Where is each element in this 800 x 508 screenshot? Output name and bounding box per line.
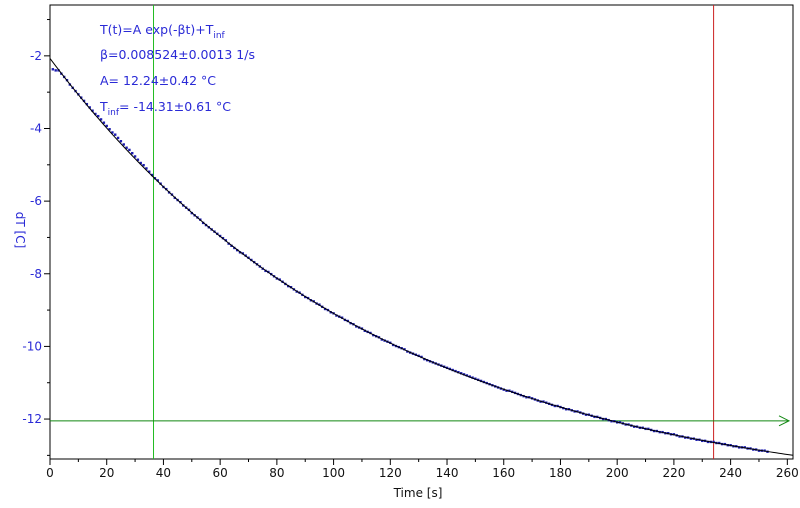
fit-annotation: T(t)=A exp(-βt)+Tinf β=0.008524±0.0013 1…	[99, 22, 255, 118]
annotation-formula: T(t)=A exp(-βt)+Tinf	[99, 22, 226, 41]
x-tick-label: 60	[213, 466, 228, 480]
data-point	[125, 146, 128, 149]
data-point	[706, 440, 710, 444]
x-tick-label: 160	[492, 466, 515, 480]
data-point	[102, 121, 106, 124]
data-point	[142, 163, 145, 167]
x-axis-title: Time [s]	[393, 486, 443, 500]
y-tick-label: -12	[22, 412, 42, 426]
data-point	[91, 109, 94, 112]
y-tick-label: -2	[30, 49, 42, 63]
marker-arrow-head	[778, 415, 791, 427]
data-point	[51, 68, 55, 71]
data-point	[133, 155, 137, 158]
y-tick-label: -10	[22, 339, 42, 353]
data-point	[564, 408, 568, 411]
x-tick-label: 240	[719, 466, 742, 480]
data-point	[97, 114, 100, 118]
data-point	[139, 161, 142, 165]
x-tick-label: 40	[156, 466, 171, 480]
fit-series	[49, 58, 794, 456]
data-point	[116, 136, 120, 140]
y-tick-label: -4	[30, 121, 42, 135]
data-point	[119, 140, 123, 143]
annotation-beta: β=0.008524±0.0013 1/s	[100, 47, 255, 62]
data-point	[148, 170, 151, 173]
data-point	[85, 102, 89, 106]
y-tick-label: -8	[30, 267, 42, 281]
x-tick-label: 120	[379, 466, 402, 480]
annotation-amplitude: A= 12.24±0.42 °C	[100, 73, 216, 88]
data-point	[131, 151, 134, 155]
fit-curve	[49, 58, 794, 456]
data-point	[111, 131, 114, 134]
x-tick-label: 180	[549, 466, 572, 480]
data-point	[114, 133, 117, 136]
x-tick-label: 260	[776, 466, 799, 480]
annotation-tinf: Tinf= -14.31±0.61 °C	[99, 99, 231, 118]
data-point	[94, 112, 97, 116]
x-axis: 0 20 40 60 80 100 120 140 160 180 200 220 240 260	[46, 459, 799, 480]
data-point	[54, 69, 57, 72]
y-axis: -2 -4 -6 -8 -10 -12	[22, 19, 50, 456]
data-point	[105, 124, 108, 128]
plot-frame	[49, 4, 794, 460]
data-point	[150, 173, 154, 177]
x-tick-label: 100	[322, 466, 345, 480]
data-point	[128, 148, 131, 152]
x-tick-label: 220	[662, 466, 685, 480]
data-point	[145, 167, 148, 170]
x-tick-label: 80	[269, 466, 284, 480]
data-point	[122, 143, 125, 146]
data-point	[108, 128, 111, 131]
measured-series	[51, 68, 769, 453]
data-point	[678, 435, 681, 438]
x-tick-label: 20	[99, 466, 114, 480]
data-point	[136, 158, 140, 161]
x-tick-label: 200	[606, 466, 629, 480]
data-point	[553, 404, 556, 408]
data-point	[712, 440, 715, 444]
x-tick-label: 140	[436, 466, 459, 480]
marker-lines	[50, 5, 791, 459]
data-point	[99, 118, 103, 121]
y-tick-label: -6	[30, 194, 42, 208]
x-tick-label: 0	[46, 466, 54, 480]
data-point	[88, 106, 91, 109]
y-axis-title: dT [C]	[13, 212, 27, 249]
data-point	[632, 425, 636, 428]
data-point	[156, 179, 159, 182]
